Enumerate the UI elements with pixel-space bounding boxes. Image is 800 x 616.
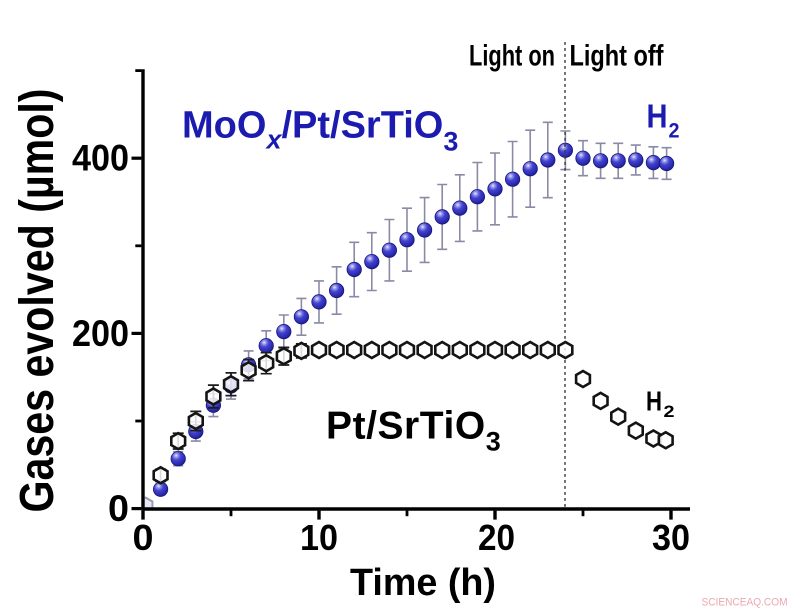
svg-text:2: 2 xyxy=(669,120,680,143)
svg-text:10: 10 xyxy=(300,517,338,558)
svg-text:2: 2 xyxy=(664,402,675,421)
svg-text:400: 400 xyxy=(72,138,129,179)
svg-text:Time (h): Time (h) xyxy=(350,562,496,604)
svg-text:H: H xyxy=(647,97,668,134)
svg-text:Gases evolved (µmol): Gases evolved (µmol) xyxy=(11,89,64,513)
svg-text:0: 0 xyxy=(133,517,154,558)
svg-text:200: 200 xyxy=(72,313,129,354)
svg-text:Light off: Light off xyxy=(570,39,665,72)
svg-text:0: 0 xyxy=(108,488,129,529)
svg-text:30: 30 xyxy=(652,517,690,558)
svg-text:Light on: Light on xyxy=(469,39,555,72)
svg-text:SCIENCEAQ.COM: SCIENCEAQ.COM xyxy=(702,597,788,609)
svg-text:H: H xyxy=(646,386,662,417)
svg-text:20: 20 xyxy=(478,517,515,558)
